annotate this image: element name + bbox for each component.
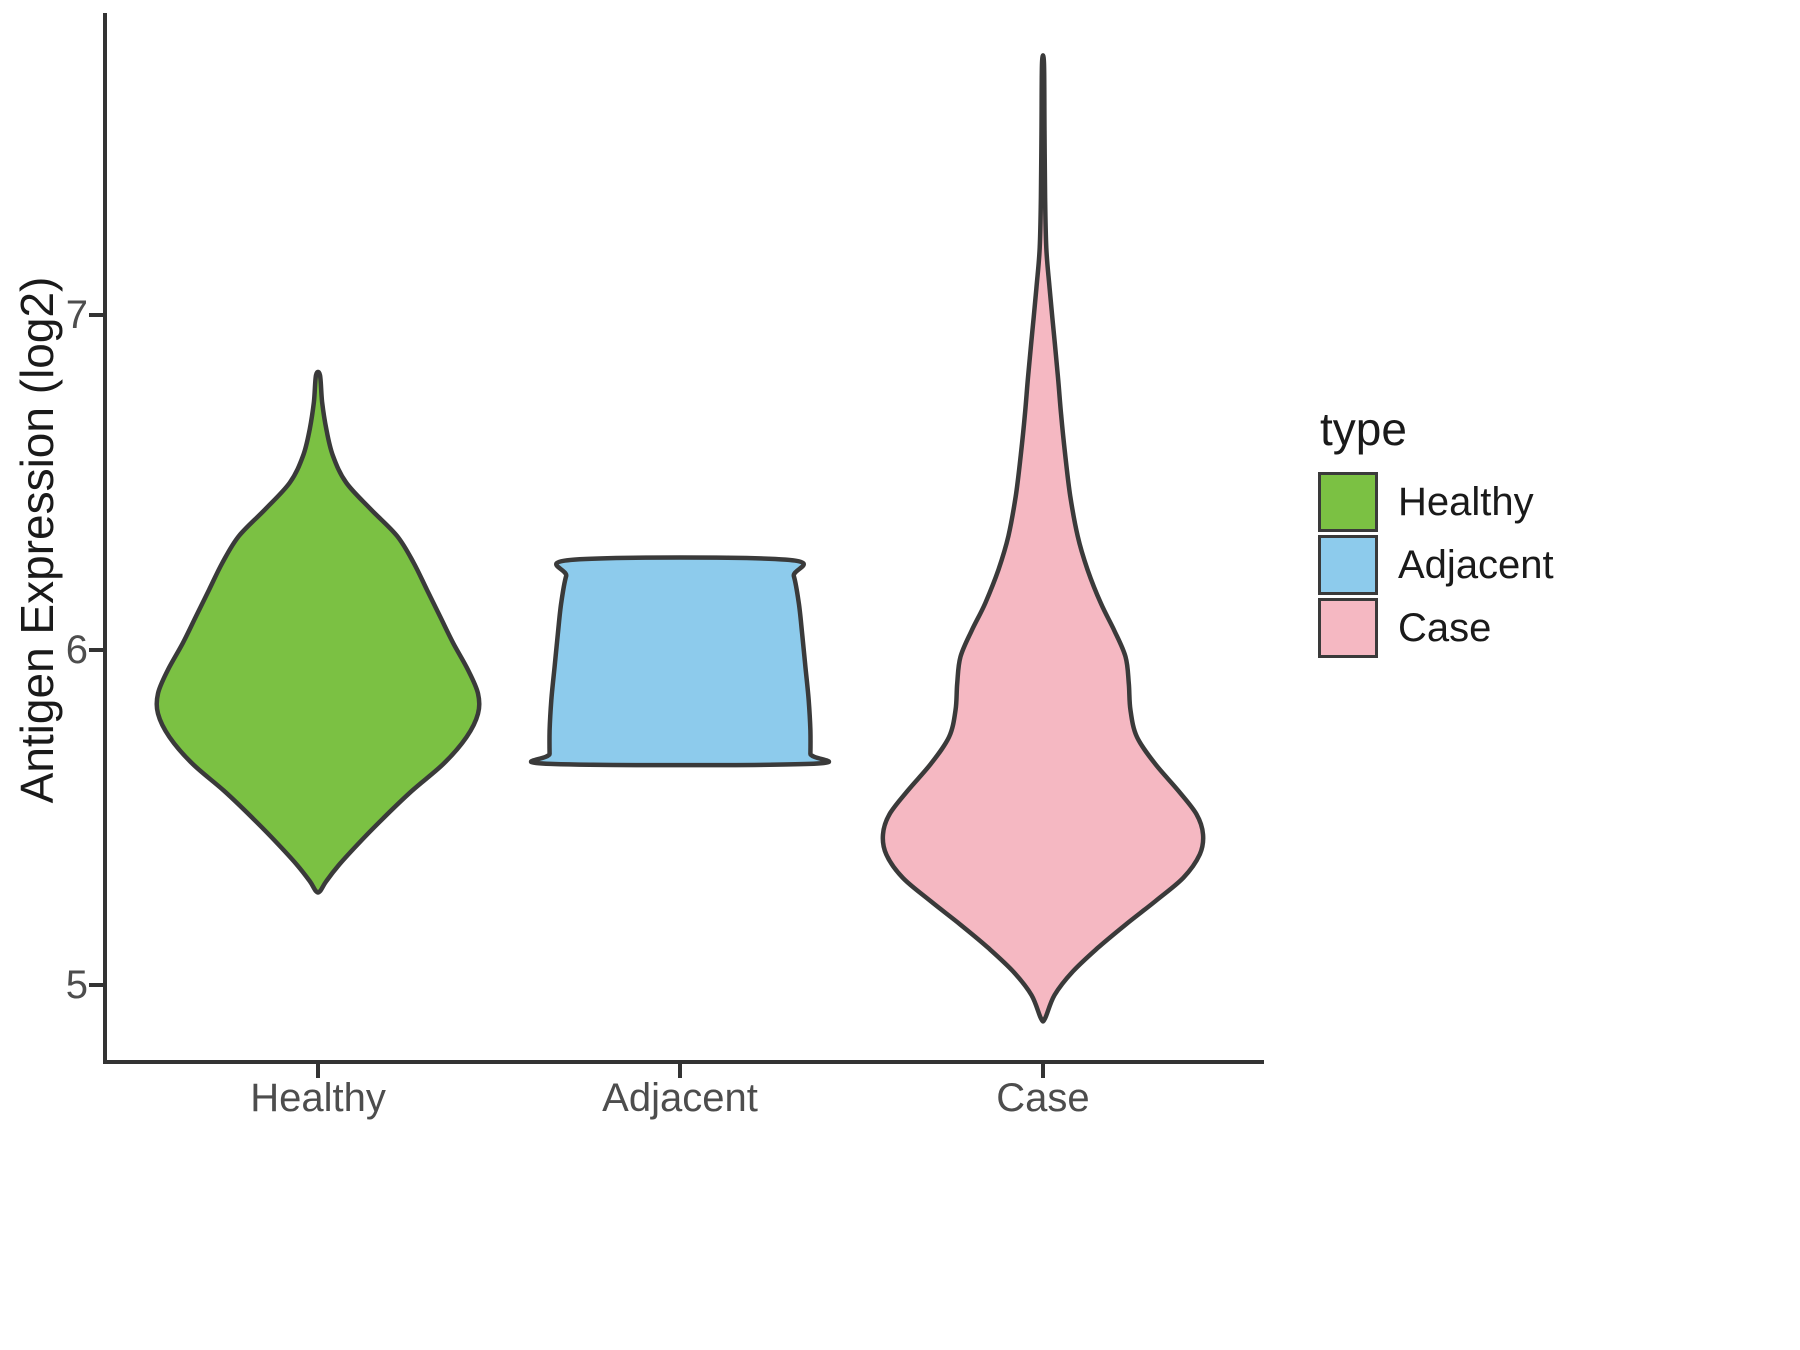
legend: type Healthy Adjacent Case xyxy=(1318,402,1554,661)
violin-case xyxy=(880,53,1206,1024)
violin-healthy xyxy=(154,369,482,895)
legend-title: type xyxy=(1320,403,1407,455)
violin-adjacent xyxy=(528,555,832,768)
legend-row: Adjacent xyxy=(1318,535,1554,595)
legend-label-healthy: Healthy xyxy=(1398,479,1534,524)
legend-swatch xyxy=(1318,535,1378,595)
y-tick-label-5: 5 xyxy=(65,963,88,1007)
y-axis-title: Antigen Expression (log2) xyxy=(11,276,63,804)
x-tick-label-healthy: Healthy xyxy=(250,1076,386,1120)
legend-row: Case xyxy=(1318,598,1554,658)
y-tick-label-7: 7 xyxy=(65,293,88,337)
legend-label-adjacent: Adjacent xyxy=(1398,542,1554,587)
x-tick-label-adjacent: Adjacent xyxy=(602,1076,758,1120)
legend-row: Healthy xyxy=(1318,472,1554,532)
y-tick-label-6: 6 xyxy=(65,628,88,672)
legend-swatch xyxy=(1318,472,1378,532)
x-tick-label-case: Case xyxy=(996,1076,1090,1120)
legend-label-case: Case xyxy=(1398,605,1492,650)
legend-swatch xyxy=(1318,598,1378,658)
